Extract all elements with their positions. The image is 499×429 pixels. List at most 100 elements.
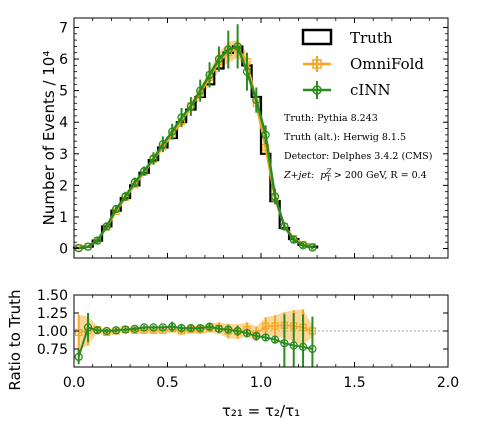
- cinn-point-12: [186, 102, 196, 111]
- cinn-series: [74, 24, 317, 253]
- omnifold-point-21: [271, 322, 279, 330]
- ratio-cinn-series: [74, 313, 317, 367]
- cinn-point-3: [102, 222, 111, 231]
- cinn-point-4: [111, 204, 121, 214]
- cinn-point-20: [261, 333, 270, 342]
- cinn-point-8: [149, 154, 158, 163]
- cinn-point-19: [252, 331, 261, 341]
- cinn-line: [77, 325, 313, 358]
- cinn-point-0: [74, 352, 83, 362]
- cinn-point-5: [121, 192, 130, 201]
- annotation-process: Z+jet: pZ T > 200 GeV, R = 0.4: [283, 168, 427, 183]
- cinn-point-11: [177, 323, 186, 333]
- main-ytick-label-3: 3: [59, 147, 68, 163]
- legend-label-cinn: cINN: [350, 81, 391, 99]
- main-ytick-label-7: 7: [59, 20, 68, 36]
- legend-entry-omnifold: OmniFold: [303, 55, 424, 73]
- legend-marker-omnifold: [312, 59, 322, 69]
- legend-entry-truth: Truth: [301, 28, 393, 47]
- cinn-point-25: [308, 344, 317, 354]
- main-ytick-label-5: 5: [59, 84, 68, 100]
- truth-step-line: [72, 45, 319, 249]
- cinn-point-6: [130, 324, 139, 333]
- cinn-point-3: [102, 326, 111, 336]
- cinn-point-16: [224, 45, 233, 54]
- omnifold-point-20: [262, 322, 270, 330]
- omnifold-point-0: [75, 328, 83, 337]
- cinn-point-4: [111, 326, 121, 335]
- annotation-detector: Detector: Delphes 3.4.2 (CMS): [284, 151, 432, 162]
- annotation-truth: Truth: Pythia 8.243: [284, 113, 378, 124]
- main-x-ticks: [73, 18, 449, 258]
- cinn-point-25: [308, 243, 317, 252]
- cinn-point-24: [298, 241, 308, 250]
- cinn-point-23: [289, 235, 298, 244]
- cinn-point-21: [270, 335, 280, 344]
- cinn-point-16: [224, 325, 233, 334]
- cinn-point-22: [280, 222, 289, 231]
- legend-label-omnifold: OmniFold: [350, 55, 424, 73]
- ratio-xtick-label-2: 1.0: [250, 375, 272, 391]
- legend-marker-cinn: [312, 85, 322, 95]
- cinn-point-11: [177, 113, 186, 122]
- ratio-ytick-label-0: 0.75: [37, 342, 68, 358]
- cinn-point-20: [261, 130, 270, 139]
- main-panel: 0 1 2 3 4 5 6 7 Number of Events / 10⁴: [40, 17, 449, 259]
- cinn-point-6: [130, 178, 139, 187]
- cinn-point-15: [214, 54, 224, 64]
- ratio-xtick-label-3: 1.5: [343, 375, 365, 391]
- cinn-point-23: [289, 341, 298, 350]
- cinn-point-12: [186, 323, 196, 333]
- omnifold-line: [78, 47, 313, 250]
- legend-entry-cinn: cINN: [303, 81, 391, 99]
- main-y-ticks: 0 1 2 3 4 5 6 7: [59, 20, 448, 258]
- cinn-point-7: [139, 167, 149, 176]
- cinn-point-7: [139, 323, 149, 332]
- main-ytick-label-4: 4: [59, 115, 68, 131]
- cinn-point-9: [158, 323, 167, 332]
- main-ylabel: Number of Events / 10⁴: [40, 51, 58, 226]
- cinn-point-21: [270, 192, 280, 201]
- cinn-point-22: [280, 339, 289, 348]
- cinn-point-14: [205, 70, 214, 79]
- cinn-point-10: [168, 322, 177, 331]
- annotation-pt-super: Z: [325, 168, 331, 176]
- cinn-point-1: [83, 323, 93, 332]
- ratio-x-ticks: 0.0 0.5 1.0 1.5 2.0: [63, 295, 459, 391]
- annotation-cut-rest: > 200 GeV, R = 0.4: [331, 170, 427, 181]
- main-ytick-label-1: 1: [59, 210, 68, 226]
- legend: Truth OmniFold cINN: [301, 28, 424, 99]
- cinn-point-24: [298, 342, 308, 351]
- cinn-point-10: [168, 127, 177, 136]
- ratio-ytick-label-3: 1.50: [37, 288, 68, 304]
- main-ytick-label-0: 0: [59, 242, 68, 258]
- ratio-ytick-label-1: 1.00: [37, 324, 68, 340]
- ratio-ylabel: Ratio to Truth: [6, 289, 24, 390]
- ratio-xtick-label-0: 0.0: [63, 375, 85, 391]
- ratio-panel: 0.75 1.00 1.25 1.50 0.0 0.5 1.0 1.5 2.0 Ratio t…: [6, 288, 459, 420]
- main-ytick-label-2: 2: [59, 178, 68, 194]
- ratio-y-ticks: 0.75 1.00 1.25 1.50: [37, 288, 448, 358]
- ratio-xtick-label-1: 0.5: [156, 375, 178, 391]
- legend-label-truth: Truth: [350, 29, 393, 47]
- cinn-point-18: [242, 67, 252, 76]
- cinn-point-2: [93, 236, 102, 245]
- cinn-point-15: [214, 324, 224, 333]
- cinn-point-13: [196, 86, 205, 95]
- annotation-truth-alt: Truth (alt.): Herwig 8.1.5: [284, 132, 406, 143]
- annotation-process-label: Z+jet:: [283, 170, 314, 181]
- cinn-point-17: [233, 42, 242, 51]
- cinn-point-14: [205, 322, 214, 331]
- cinn-point-19: [252, 95, 261, 105]
- cinn-point-17: [233, 326, 242, 336]
- annotation-pt-sub: T: [326, 175, 331, 183]
- ratio-xlabel: τ₂₁ = τ₂/τ₁: [222, 402, 300, 420]
- cinn-point-9: [158, 140, 167, 149]
- cinn-point-13: [196, 323, 205, 333]
- main-ytick-label-6: 6: [59, 52, 68, 68]
- cinn-point-8: [149, 323, 158, 332]
- annotations: Truth: Pythia 8.243 Truth (alt.): Herwig…: [283, 113, 432, 183]
- legend-swatch-truth: [301, 28, 333, 46]
- cinn-point-1: [83, 242, 93, 251]
